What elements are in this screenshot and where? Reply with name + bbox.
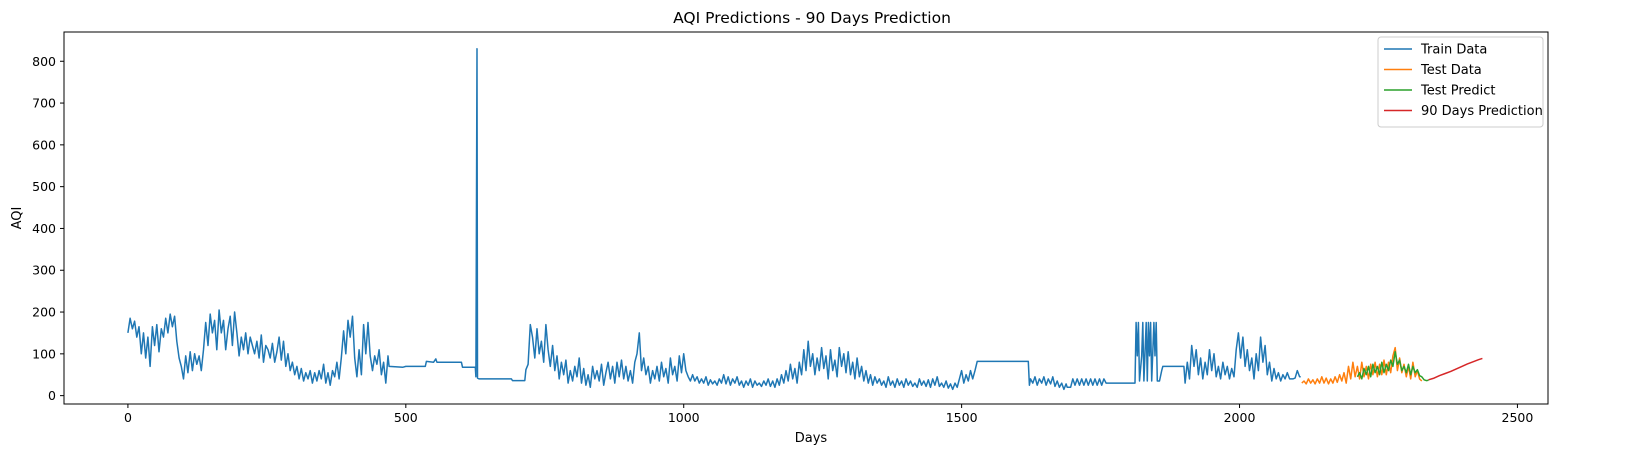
series-line-test-predict [1356,351,1429,382]
legend-label: Train Data [1420,43,1487,58]
legend-label: Test Data [1420,63,1482,78]
x-tick-label: 1000 [668,410,700,425]
y-tick-label: 500 [32,179,56,194]
y-tick-label: 700 [32,96,56,111]
legend-label: 90 Days Prediction [1421,104,1543,119]
y-tick-label: 100 [32,346,56,361]
x-axis-label: Days [795,431,828,446]
y-tick-label: 0 [48,388,56,403]
y-tick-label: 800 [32,54,56,69]
series-line-train-data [127,47,1301,391]
x-tick-label: 2500 [1502,410,1534,425]
series-line-90-days-prediction [1428,357,1483,381]
axis-ticks: 0 500 1000 1500 2000 2500 0 100 200 300 400 500 600 7… [32,54,1533,425]
y-tick-label: 200 [32,305,56,320]
series-line-test-data [1301,346,1423,385]
x-tick-label: 0 [124,410,132,425]
chart-title: AQI Predictions - 90 Days Prediction [673,9,951,27]
plot-area [63,31,1549,405]
y-tick-label: 300 [32,263,56,278]
x-tick-label: 500 [394,410,418,425]
y-tick-label: 400 [32,221,56,236]
y-axis-label: AQI [10,207,25,230]
x-tick-label: 1500 [946,410,978,425]
data-series [127,47,1483,391]
y-tick-label: 600 [32,137,56,152]
legend: Train Data Test Data Test Predict 90 Days P… [1377,36,1544,128]
legend-label: Test Predict [1420,84,1496,99]
legend-box [1377,36,1544,128]
x-tick-label: 2000 [1224,410,1256,425]
